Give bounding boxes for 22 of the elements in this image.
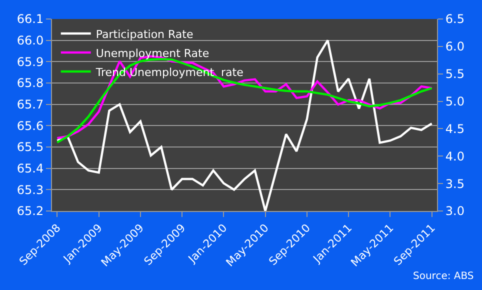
y2-tick-label: 6.5 (445, 12, 464, 26)
legend-label: Participation Rate (96, 28, 194, 41)
y2-tick-label: 3.5 (445, 176, 464, 191)
y-tick-label: 65.2 (16, 204, 44, 218)
y-tick-label: 65.6 (16, 118, 44, 133)
y-tick-label: 65.9 (16, 54, 44, 69)
y2-tick-label: 6.0 (445, 40, 464, 54)
y2-tick-label: 4.0 (445, 149, 464, 164)
y2-tick-label: 3.0 (445, 204, 464, 218)
y-tick-label: 65.8 (16, 76, 44, 90)
y-tick-label: 66.1 (16, 12, 44, 26)
y-tick-label: 65.5 (16, 140, 44, 154)
y-tick-label: 65.7 (16, 98, 44, 112)
y-tick-label: 65.3 (16, 182, 44, 197)
y-tick-label: 66.0 (16, 34, 44, 48)
y2-tick-label: 5.5 (445, 67, 464, 82)
y-tick-label: 65.4 (16, 162, 44, 176)
y2-tick-label: 5.0 (445, 94, 464, 108)
line-series (56, 39, 433, 211)
legend-label: Unemployment Rate (96, 46, 210, 60)
source-note: Source: ABS (413, 271, 474, 282)
y2-tick-label: 4.5 (445, 122, 464, 136)
